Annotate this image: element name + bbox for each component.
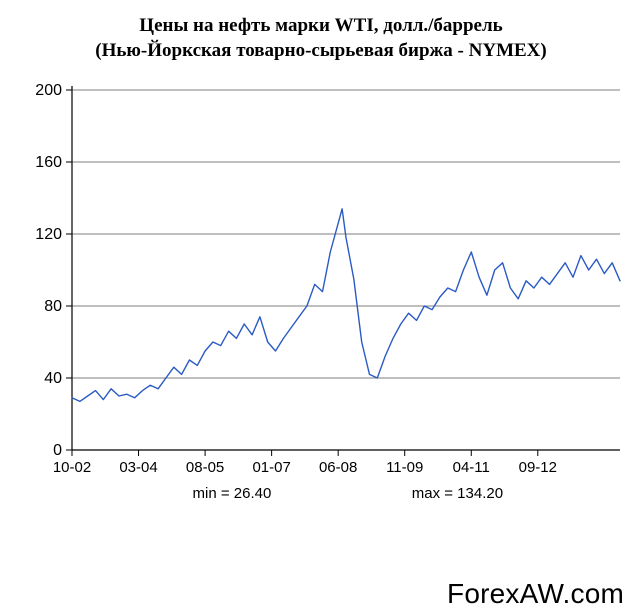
x-tick-label: 09-12 [519,459,557,476]
watermark: ForexAW.com [447,578,624,610]
chart-area: 0 40 80 120 160 200 10-02 03-04 08-05 01-07 06-08 1… [0,80,642,510]
y-tick-label: 160 [35,154,62,171]
x-tick-label: 08-05 [186,459,224,476]
x-tick-label: 01-07 [252,459,290,476]
y-tick-label: 40 [44,370,62,387]
x-tick-label: 04-11 [453,459,490,476]
y-tick-label: 120 [35,226,62,243]
title-line-2: (Нью-Йоркская товарно-сырьевая биржа - N… [0,39,642,64]
x-tick-label: 06-08 [319,459,357,476]
x-tick-label: 03-04 [119,459,157,476]
y-tick-label: 80 [44,298,62,315]
y-tick-label: 200 [35,82,62,99]
line-chart: 0 40 80 120 160 200 10-02 03-04 08-05 01-07 06-08 1… [0,80,642,510]
chart-title: Цены на нефть марки WTI, долл./баррель (… [0,0,642,63]
title-line-1: Цены на нефть марки WTI, долл./баррель [0,14,642,39]
x-tick-label: 11-09 [386,459,423,476]
max-label: max = 134.20 [412,485,503,502]
x-tick-label: 10-02 [53,459,91,476]
min-label: min = 26.40 [193,485,272,502]
y-tick-label: 0 [53,442,62,459]
price-series-line [72,209,620,402]
